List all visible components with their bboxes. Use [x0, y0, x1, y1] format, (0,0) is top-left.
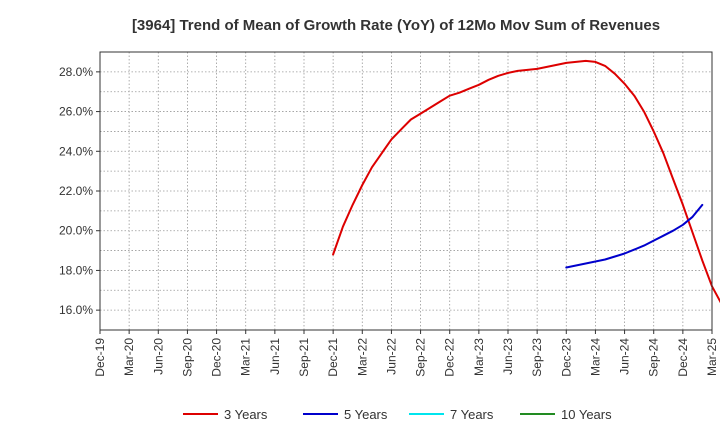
x-tick-label: Mar-20	[122, 338, 136, 376]
y-tick-label: 28.0%	[59, 65, 93, 79]
y-axis: 16.0% 18.0% 20.0% 22.0% 24.0% 26.0% 28.0%	[59, 65, 100, 317]
series-line-5-years	[565, 203, 704, 269]
legend-label: 10 Years	[561, 407, 612, 422]
series-line-3-years	[332, 59, 720, 304]
legend: 3 Years 5 Years 7 Years 10 Years	[183, 407, 612, 422]
x-tick-label: Dec-20	[210, 338, 224, 377]
legend-label: 3 Years	[224, 407, 268, 422]
chart-title: [3964] Trend of Mean of Growth Rate (YoY…	[132, 17, 660, 34]
x-tick-label: Mar-22	[355, 338, 369, 376]
x-tick-label: Sep-21	[297, 338, 311, 377]
x-tick-label: Dec-24	[676, 338, 690, 377]
y-tick-label: 22.0%	[59, 184, 93, 198]
x-tick-label: Dec-21	[326, 338, 340, 377]
x-tick-label: Jun-21	[268, 338, 282, 375]
x-tick-label: Jun-22	[384, 338, 398, 375]
x-tick-label: Jun-23	[501, 338, 515, 375]
y-tick-label: 24.0%	[59, 144, 93, 158]
x-tick-label: Dec-19	[93, 338, 107, 377]
y-tick-label: 26.0%	[59, 105, 93, 119]
x-tick-label: Mar-23	[472, 338, 486, 376]
x-tick-label: Dec-23	[559, 338, 573, 377]
legend-label: 5 Years	[344, 407, 388, 422]
x-tick-label: Sep-22	[414, 338, 428, 377]
x-tick-label: Mar-25	[705, 338, 719, 376]
grid	[100, 52, 712, 331]
x-tick-label: Dec-22	[443, 338, 457, 377]
series-layer	[332, 59, 720, 304]
y-tick-label: 16.0%	[59, 303, 93, 317]
x-tick-label: Sep-23	[530, 338, 544, 377]
x-tick-label: Mar-21	[239, 338, 253, 376]
x-axis: Dec-19 Mar-20 Jun-20 Sep-20 Dec-20 Mar-21 Jun-…	[93, 330, 719, 377]
y-tick-label: 18.0%	[59, 263, 93, 277]
x-tick-label: Mar-24	[588, 338, 602, 376]
x-tick-label: Sep-20	[180, 338, 194, 377]
x-tick-label: Jun-24	[618, 338, 632, 375]
legend-label: 7 Years	[450, 407, 494, 422]
x-tick-label: Sep-24	[647, 338, 661, 377]
x-tick-label: Jun-20	[151, 338, 165, 375]
y-tick-label: 20.0%	[59, 224, 93, 238]
